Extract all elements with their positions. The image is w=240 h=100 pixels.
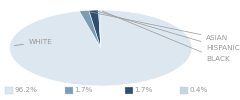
Text: ASIAN: ASIAN xyxy=(87,11,229,41)
Text: HISPANIC: HISPANIC xyxy=(96,11,240,51)
Wedge shape xyxy=(10,10,192,86)
Text: 1.7%: 1.7% xyxy=(134,88,153,94)
Bar xyxy=(5,87,13,94)
Bar xyxy=(125,87,133,94)
Text: BLACK: BLACK xyxy=(102,11,230,62)
Bar xyxy=(180,87,188,94)
Text: 1.7%: 1.7% xyxy=(74,88,93,94)
Text: 96.2%: 96.2% xyxy=(14,88,37,94)
Bar xyxy=(65,87,73,94)
Wedge shape xyxy=(89,10,101,48)
Wedge shape xyxy=(98,10,101,48)
Text: 0.4%: 0.4% xyxy=(190,88,208,94)
Text: WHITE: WHITE xyxy=(14,39,53,46)
Wedge shape xyxy=(79,10,101,48)
